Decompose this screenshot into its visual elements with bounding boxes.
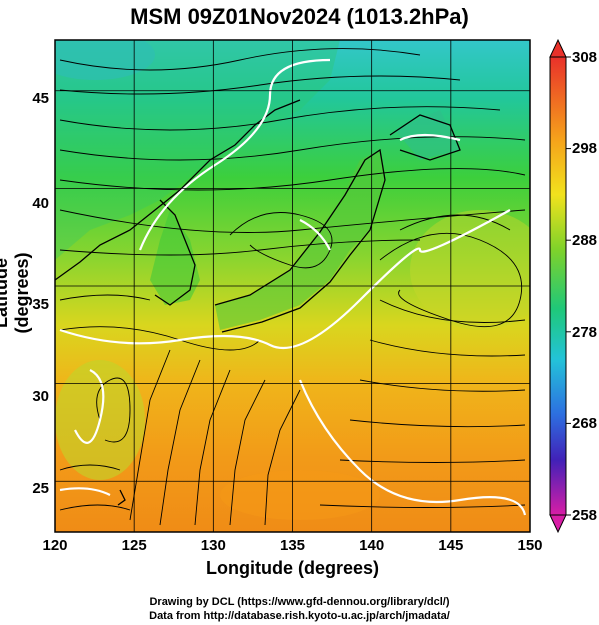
x-tick-label: 125 [122,537,147,554]
y-axis: 25 30 35 40 45 [32,90,49,497]
colorbar-tick-label: 278 [572,324,597,341]
x-tick-label: 150 [517,537,542,554]
colorbar-tick-label: 268 [572,415,597,432]
plot-frame [54,39,531,533]
colorbar-tick-label: 288 [572,232,597,249]
y-tick-label: 30 [32,388,49,405]
colorbar-top-arrow [549,38,567,58]
y-axis-label: Latitude (degrees) [0,252,32,334]
y-tick-label: 25 [32,480,49,497]
x-tick-label: 130 [201,537,226,554]
y-tick-label: 35 [32,296,49,313]
credit-data-source: Data from http://database.rish.kyoto-u.a… [149,610,450,622]
x-tick-label: 120 [42,537,67,554]
x-tick-label: 145 [438,537,463,554]
y-tick-label: 45 [32,90,49,107]
colorbar-tick-label: 308 [572,49,597,66]
isotherms [59,58,527,516]
colorbar-bottom-arrow [549,514,567,534]
colorbar-scale [549,56,567,516]
colorbar-tick-label: 258 [572,507,597,524]
x-axis: 120 125 130 135 140 145 150 [42,537,542,554]
x-tick-label: 140 [359,537,384,554]
credit-drawing: Drawing by DCL (https://www.gfd-dennou.o… [149,596,450,608]
y-tick-label: 40 [32,195,49,212]
x-tick-label: 135 [280,537,305,554]
chart-title: MSM 09Z01Nov2024 (1013.2hPa) [130,4,469,29]
x-axis-label: Longitude (degrees) [205,558,379,578]
colorbar: 308 298 288 278 268 258 [549,38,597,534]
colorbar-tick-label: 298 [572,140,597,157]
